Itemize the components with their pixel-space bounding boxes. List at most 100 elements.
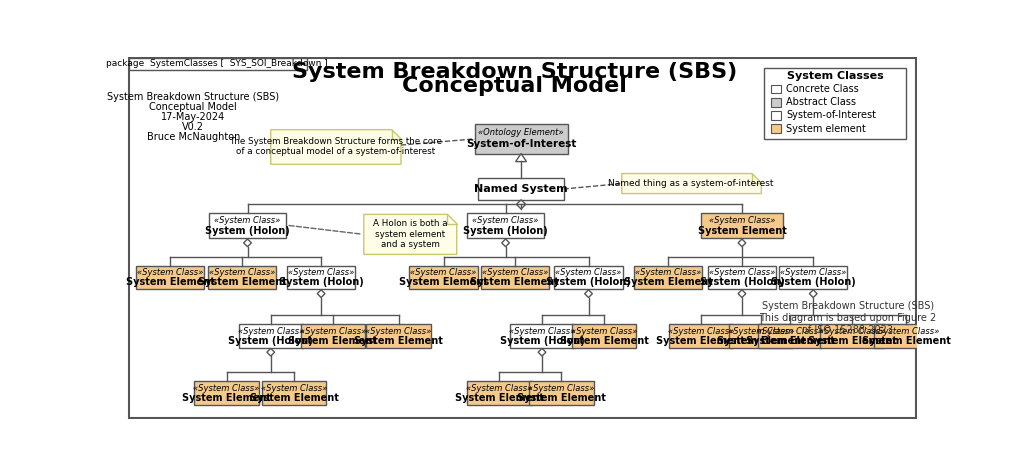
Text: System Breakdown Structure (SBS): System Breakdown Structure (SBS) <box>292 62 738 82</box>
Text: Concrete Class: Concrete Class <box>786 84 859 94</box>
FancyBboxPatch shape <box>770 111 782 120</box>
Text: System Element: System Element <box>471 277 559 287</box>
FancyBboxPatch shape <box>780 266 848 289</box>
FancyBboxPatch shape <box>475 124 568 154</box>
FancyBboxPatch shape <box>238 325 303 348</box>
Text: «System Class»: «System Class» <box>555 268 622 277</box>
Text: «System Class»: «System Class» <box>467 384 533 393</box>
Text: System Breakdown Structure (SBS)
This diagram is based upon Figure 2
of ISO 1528: System Breakdown Structure (SBS) This di… <box>759 301 936 334</box>
Text: Named thing as a system-of-interest: Named thing as a system-of-interest <box>608 179 773 188</box>
Text: «System Class»: «System Class» <box>571 327 637 336</box>
FancyBboxPatch shape <box>129 58 915 418</box>
Text: System Element: System Element <box>746 336 835 346</box>
Text: V0.2: V0.2 <box>182 122 204 131</box>
Text: Named System: Named System <box>474 184 568 194</box>
Text: «System Class»: «System Class» <box>288 268 355 277</box>
FancyBboxPatch shape <box>481 266 549 289</box>
Text: System (Holon): System (Holon) <box>464 226 548 236</box>
FancyBboxPatch shape <box>467 213 544 238</box>
Text: «System Class»: «System Class» <box>873 327 940 336</box>
Text: System element: System element <box>786 123 866 133</box>
FancyBboxPatch shape <box>129 58 307 70</box>
FancyBboxPatch shape <box>634 266 702 289</box>
FancyBboxPatch shape <box>195 382 259 405</box>
Text: System (Holon): System (Holon) <box>771 277 856 287</box>
FancyBboxPatch shape <box>668 325 733 348</box>
FancyBboxPatch shape <box>529 382 593 405</box>
Text: Conceptual Model: Conceptual Model <box>150 102 237 112</box>
Text: System (Holon): System (Holon) <box>228 336 313 346</box>
Text: System Element: System Element <box>656 336 745 346</box>
FancyBboxPatch shape <box>301 325 365 348</box>
Text: System (Holon): System (Holon) <box>499 336 584 346</box>
Text: «System Class»: «System Class» <box>482 268 548 277</box>
Text: System Element: System Element <box>399 277 488 287</box>
Text: «System Class»: «System Class» <box>214 216 280 225</box>
Text: Bruce McNaughton: Bruce McNaughton <box>147 131 239 142</box>
Polygon shape <box>271 130 400 164</box>
Text: System Element: System Element <box>698 226 787 236</box>
Text: «System Class»: «System Class» <box>366 327 432 336</box>
Text: System-of-Interest: System-of-Interest <box>466 139 577 149</box>
Text: The System Breakdown Structure forms the core
of a conceptual model of a system-: The System Breakdown Structure forms the… <box>229 137 442 156</box>
Text: «System Class»: «System Class» <box>757 327 823 336</box>
Text: System Element: System Element <box>559 336 648 346</box>
FancyBboxPatch shape <box>136 266 204 289</box>
Text: Abstract Class: Abstract Class <box>786 97 856 107</box>
Text: System (Holon): System (Holon) <box>546 277 631 287</box>
Text: «System Class»: «System Class» <box>411 268 477 277</box>
Text: System Element: System Element <box>250 393 338 403</box>
FancyBboxPatch shape <box>758 325 822 348</box>
FancyBboxPatch shape <box>479 178 564 200</box>
FancyBboxPatch shape <box>708 266 776 289</box>
Text: System Element: System Element <box>182 393 271 403</box>
Text: System Element: System Element <box>454 393 544 403</box>
Text: «System Class»: «System Class» <box>508 327 575 336</box>
FancyBboxPatch shape <box>874 325 938 348</box>
Polygon shape <box>622 173 761 194</box>
Text: System Element: System Element <box>517 393 606 403</box>
Text: «System Class»: «System Class» <box>729 327 795 336</box>
FancyBboxPatch shape <box>572 325 636 348</box>
Text: «System Class»: «System Class» <box>635 268 701 277</box>
Text: «System Class»: «System Class» <box>709 216 775 225</box>
Text: «System Class»: «System Class» <box>473 216 539 225</box>
Text: Conceptual Model: Conceptual Model <box>403 76 628 96</box>
Text: «System Class»: «System Class» <box>194 384 260 393</box>
Text: System Element: System Element <box>808 336 897 346</box>
FancyBboxPatch shape <box>770 85 782 93</box>
Text: package  SystemClasses [  SYS_SOI_Breakdown ]: package SystemClasses [ SYS_SOI_Breakdow… <box>106 59 328 68</box>
FancyBboxPatch shape <box>510 325 574 348</box>
Text: 17-May-2024: 17-May-2024 <box>161 112 225 122</box>
Text: System (Holon): System (Holon) <box>700 277 785 287</box>
Text: «System Class»: «System Class» <box>209 268 275 277</box>
Text: System Element: System Element <box>125 277 214 287</box>
FancyBboxPatch shape <box>468 382 532 405</box>
Text: «System Class»: «System Class» <box>300 327 366 336</box>
Text: System Element: System Element <box>717 336 806 346</box>
Text: System Element: System Element <box>624 277 712 287</box>
Text: «System Class»: «System Class» <box>667 327 734 336</box>
FancyBboxPatch shape <box>770 98 782 106</box>
FancyBboxPatch shape <box>730 325 794 348</box>
FancyBboxPatch shape <box>410 266 478 289</box>
Text: System Element: System Element <box>198 277 286 287</box>
FancyBboxPatch shape <box>367 325 431 348</box>
FancyBboxPatch shape <box>770 124 782 133</box>
Text: «System Class»: «System Class» <box>528 384 594 393</box>
FancyBboxPatch shape <box>701 213 783 238</box>
Text: «System Class»: «System Class» <box>137 268 203 277</box>
Text: System Classes: System Classes <box>787 71 883 81</box>
Text: System-of-Interest: System-of-Interest <box>786 110 876 121</box>
Text: «Ontology Element»: «Ontology Element» <box>478 128 564 137</box>
Text: «System Class»: «System Class» <box>237 327 304 336</box>
Text: A Holon is both a
system element
and a system: A Holon is both a system element and a s… <box>373 219 447 249</box>
Text: System (Holon): System (Holon) <box>279 277 364 287</box>
Text: «System Class»: «System Class» <box>261 384 327 393</box>
Polygon shape <box>364 214 457 254</box>
Text: «System Class»: «System Class» <box>819 327 886 336</box>
Text: System Element: System Element <box>355 336 443 346</box>
Text: «System Class»: «System Class» <box>781 268 847 277</box>
Text: System Element: System Element <box>862 336 951 346</box>
Text: «System Class»: «System Class» <box>709 268 775 277</box>
